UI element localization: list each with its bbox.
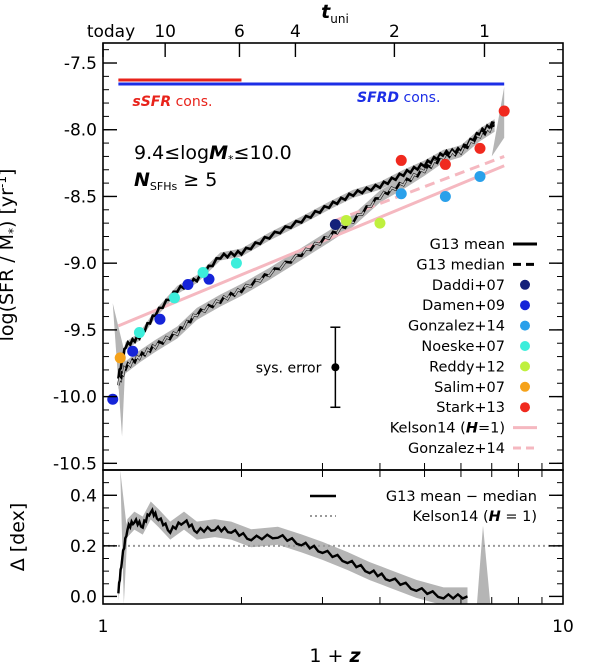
top-axis-tick-label-0: today (87, 22, 135, 42)
top-axis-title: tuni (321, 1, 349, 26)
data-point-stark-13-1 (439, 158, 451, 170)
bottom-legend-label-1: Kelson14 (H = 1) (413, 509, 537, 525)
data-point-stark-13-0 (395, 154, 407, 166)
xtick-label-0: 1 (98, 617, 109, 637)
data-point-reddy-12-0 (340, 214, 352, 226)
top-axis-tick-label-5: 1 (479, 22, 490, 42)
bottom-ytick-label-2: 0.4 (70, 486, 97, 506)
top-ytick-label-4: -9.5 (64, 321, 97, 341)
data-point-noeske-07-0 (133, 327, 145, 339)
legend-label-9: Kelson14 (H=1) (390, 421, 505, 437)
top-axis-tick-label-1: 10 (154, 22, 176, 42)
legend-dot-6 (520, 361, 530, 372)
legend-label-2: Daddi+07 (432, 278, 505, 294)
xlabel: 1 + z (309, 645, 361, 667)
median-uncertainty-band (118, 119, 495, 390)
delta-low-z-spike (120, 470, 128, 604)
legend-dot-4 (520, 320, 530, 331)
top-ytick-label-0: -7.5 (64, 54, 97, 74)
data-point-gonzalez-14-0 (395, 188, 407, 200)
delta-high-z-spike (476, 525, 491, 604)
data-point-damen-09-0 (107, 393, 119, 405)
delta-uncertainty-band (118, 501, 468, 604)
data-point-gonzalez-14-2 (474, 170, 486, 182)
legend-label-0: G13 mean (430, 237, 505, 253)
legend-label-6: Reddy+12 (429, 359, 505, 375)
legend-label-4: Gonzalez+14 (408, 319, 505, 335)
data-point-stark-13-3 (498, 105, 510, 117)
legend-label-10: Gonzalez+14 (408, 441, 505, 457)
data-point-salim-07-0 (114, 352, 126, 364)
data-point-noeske-07-2 (197, 267, 209, 279)
top-ylabel: log(SFR / M*) [yr-1] (0, 169, 20, 342)
data-point-damen-09-3 (182, 279, 194, 291)
bottom-ytick-label-0: 0.0 (70, 587, 97, 607)
data-point-gonzalez-14-1 (439, 190, 451, 202)
top-axis-tick-label-2: 6 (234, 22, 245, 42)
series-line-gonzalez14 (334, 155, 505, 222)
legend-dot-3 (520, 300, 530, 311)
bottom-ytick-label-1: 0.2 (70, 537, 97, 557)
data-point-noeske-07-1 (168, 292, 180, 304)
high-z-spike (491, 87, 505, 157)
legend-label-8: Stark+13 (436, 400, 505, 416)
top-ytick-label-1: -8.0 (64, 121, 97, 141)
top-ytick-label-6: -10.5 (53, 454, 97, 474)
bottom-ylabel: Δ [dex] (7, 503, 29, 572)
bottom-panel-plot (103, 470, 563, 604)
top-axis-tick-label-3: 4 (290, 22, 301, 42)
sys-error-label: sys. error (256, 360, 322, 376)
data-point-damen-09-1 (127, 345, 139, 357)
legend-label-3: Damen+09 (422, 298, 505, 314)
series-line-delta-mean-median (117, 506, 468, 601)
legend-dot-5 (520, 341, 530, 351)
series-line-g13-mean (117, 121, 495, 379)
data-point-reddy-12-1 (374, 217, 386, 229)
sys-error-point (331, 363, 340, 372)
top-panel-plot (112, 87, 505, 437)
top-ytick-label-5: -10.0 (53, 388, 97, 408)
data-point-stark-13-2 (474, 142, 486, 154)
series-line-kelson14 (117, 164, 505, 328)
legend-label-7: Salim+07 (434, 380, 505, 396)
top-ytick-label-3: -9.0 (64, 254, 97, 274)
legend-label-5: Noeske+07 (421, 339, 505, 355)
bottom-panel-frame (102, 469, 564, 605)
legend-dot-8 (520, 402, 530, 413)
sfrd-cons-label: SFRD cons. (357, 90, 440, 106)
ssfr-cons-label: sSFR cons. (132, 94, 212, 110)
series-line-g13-median-dash (117, 124, 495, 386)
data-point-daddi-07-0 (329, 218, 341, 230)
bottom-legend-label-0: G13 mean − median (386, 489, 537, 505)
top-axis-tick-label-4: 2 (389, 22, 400, 42)
data-point-damen-09-2 (154, 313, 166, 325)
mass-range-annotation: 9.4≤logM*≤10.0 (134, 142, 292, 166)
data-point-noeske-07-3 (230, 257, 242, 269)
xtick-label-1: 10 (552, 617, 574, 637)
legend-label-1: G13 median (416, 257, 505, 273)
nsfh-annotation: NSFHs ≥ 5 (134, 169, 217, 193)
legend-dot-7 (520, 381, 530, 392)
top-ytick-label-2: -8.5 (64, 187, 97, 207)
legend-dot-2 (520, 279, 530, 290)
